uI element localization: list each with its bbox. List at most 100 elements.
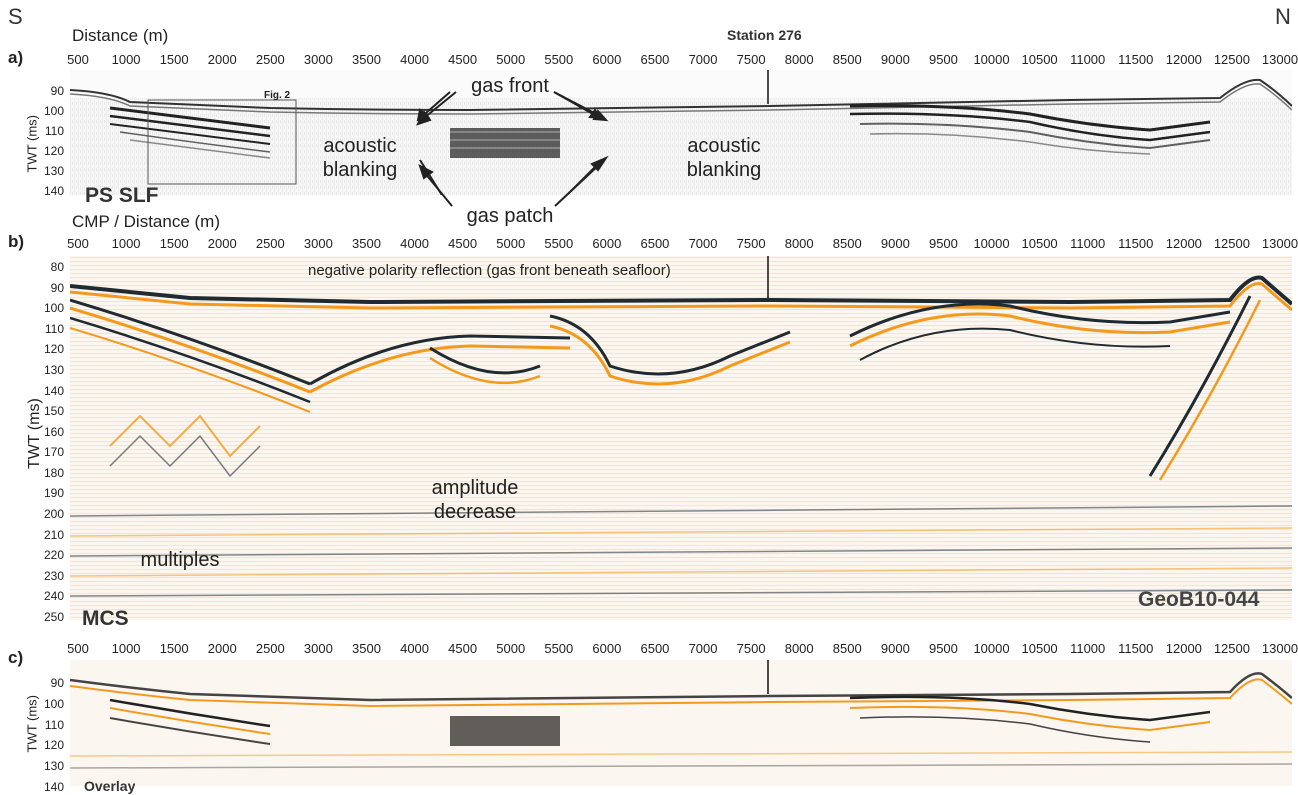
- xaxis-tick-label: 6500: [640, 52, 670, 67]
- fig2-box-label: Fig. 2: [264, 90, 291, 101]
- xaxis-tick-label: 3000: [303, 641, 333, 656]
- south-label: S: [8, 4, 23, 29]
- xaxis-tick-label: 3000: [303, 236, 333, 251]
- xaxis-tick-label: 2000: [207, 236, 237, 251]
- yaxis-ticks-b: 80 90 100 110 120 130 140 150 160 170 180 190 200 210…: [30, 0, 70, 795]
- xaxis-tick-label: 5500: [544, 236, 574, 251]
- xaxis-tick-label: 6000: [592, 236, 622, 251]
- xaxis-tick-label: 9000: [880, 236, 910, 251]
- xaxis-ticks-a: 500 1000 1500 2000 2500 3000 3500 4000 4500 5000 5…: [0, 52, 1298, 68]
- xaxis-tick-label: 11000: [1070, 236, 1106, 251]
- panel-c-letter: c): [8, 648, 24, 667]
- xaxis-tick-label: 10000: [973, 52, 1010, 67]
- yaxis-tick-label: 110: [44, 124, 64, 138]
- xaxis-tick-label: 12000: [1165, 236, 1202, 251]
- xaxis-tick-label: 4500: [448, 52, 478, 67]
- yaxis-tick-label: 120: [43, 342, 64, 357]
- xaxis-tick-label: 2000: [207, 52, 237, 67]
- yaxis-tick-label: 230: [43, 568, 64, 583]
- yaxis-tick-label: 100: [43, 104, 64, 118]
- xaxis-tick-label: 6000: [592, 52, 622, 67]
- xaxis-tick-label: 4000: [400, 236, 430, 251]
- yaxis-tick-label: 80: [50, 260, 64, 274]
- yaxis-tick-label: 120: [43, 144, 64, 158]
- station-label: Station 276: [727, 27, 802, 43]
- yaxis-tick-label: 190: [43, 486, 64, 501]
- xaxis-tick-label: 6500: [640, 641, 670, 656]
- xaxis-ticks-b: 500 1000 1500 2000 2500 3000 3500 4000 4500 5000 5…: [0, 236, 1298, 252]
- xaxis-tick-label: 11000: [1070, 641, 1106, 656]
- xaxis-tick-label: 10000: [973, 641, 1010, 656]
- xaxis-tick-label: 4000: [400, 641, 430, 656]
- panel-a-letter: a): [8, 48, 24, 67]
- annotation-multiples: multiples: [140, 549, 220, 571]
- xaxis-tick-label: 7000: [688, 641, 718, 656]
- xaxis-tick-label: 1000: [111, 236, 141, 251]
- xaxis-tick-label: 9500: [928, 641, 958, 656]
- yaxis-tick-label: 90: [50, 280, 64, 295]
- xaxis-tick-label: 500: [67, 641, 89, 656]
- annotation-gas-patch: gas patch: [466, 205, 554, 227]
- yaxis-tick-label: 130: [43, 362, 64, 377]
- xaxis-tick-label: 4500: [448, 641, 478, 656]
- xaxis-tick-label: 2000: [207, 641, 237, 656]
- panel-a-image: [70, 70, 1292, 195]
- yaxis-tick-label: 140: [43, 780, 64, 794]
- yaxis-tick-label: 250: [43, 610, 64, 624]
- panel-b-seismic-section: [70, 256, 1292, 620]
- xaxis-tick-label: 12500: [1213, 52, 1250, 67]
- xaxis-tick-label: 500: [67, 236, 89, 251]
- yaxis-tick-label: 220: [43, 548, 64, 563]
- xaxis-tick-label: 12500: [1213, 236, 1250, 251]
- line-id: GeoB10-044: [1138, 588, 1260, 611]
- xaxis-tick-label: 9000: [880, 641, 910, 656]
- xaxis-tick-label: 10500: [1021, 236, 1058, 251]
- xaxis-tick-label: 12000: [1165, 52, 1202, 67]
- xaxis-tick-label: 1500: [159, 52, 189, 67]
- xaxis-tick-label: 12000: [1165, 641, 1202, 656]
- annotation-acoustic-blanking-2: acoustic blanking: [686, 135, 762, 181]
- panel-a-name: PS SLF: [85, 184, 159, 207]
- xaxis-tick-label: 1000: [111, 641, 141, 656]
- xaxis-tick-label: 3500: [352, 236, 381, 251]
- xaxis-tick-label: 7500: [736, 236, 766, 251]
- annotation-gas-front: gas front: [471, 75, 549, 97]
- yaxis-tick-label: 200: [43, 507, 64, 522]
- annotation-negative-polarity: negative polarity reflection (gas front …: [308, 262, 671, 279]
- yaxis-tick-label: 100: [43, 696, 64, 711]
- xaxis-tick-label: 13000: [1261, 641, 1298, 656]
- xaxis-tick-label: 8000: [784, 641, 814, 656]
- xaxis-tick-label: 3000: [303, 52, 333, 67]
- north-label: N: [1275, 4, 1291, 29]
- panel-a-seismic-section: [70, 70, 1292, 195]
- panel-b-image: [70, 256, 1292, 620]
- yaxis-tick-label: 90: [50, 676, 64, 690]
- xaxis-tick-label: 9500: [928, 52, 958, 67]
- xaxis-ticks-c: 500 1000 1500 2000 2500 3000 3500 4000 4500 5000 5…: [0, 641, 1298, 657]
- xaxis-tick-label: 2500: [255, 236, 285, 251]
- xaxis-tick-label: 4000: [400, 52, 430, 67]
- yaxis-tick-label: 170: [43, 445, 64, 460]
- yaxis-tick-label: 130: [43, 759, 64, 774]
- panel-b-letter: b): [8, 232, 25, 251]
- panel-c-name: Overlay: [84, 778, 136, 794]
- xaxis-tick-label: 9000: [880, 52, 910, 67]
- xaxis-tick-label: 5000: [496, 52, 526, 67]
- xaxis-tick-label: 7500: [736, 641, 766, 656]
- xaxis-tick-label: 11000: [1070, 52, 1106, 67]
- yaxis-tick-label: 240: [43, 589, 64, 604]
- distance-axis-title: Distance (m): [72, 26, 169, 45]
- xaxis-tick-label: 8500: [832, 52, 862, 67]
- xaxis-tick-label: 5000: [496, 641, 526, 656]
- yaxis-tick-label: 110: [44, 717, 64, 732]
- xaxis-tick-label: 2500: [255, 52, 285, 67]
- xaxis-tick-label: 11500: [1118, 52, 1154, 67]
- xaxis-tick-label: 10500: [1021, 641, 1058, 656]
- yaxis-tick-label: 140: [43, 184, 64, 198]
- yaxis-tick-label: 150: [43, 404, 64, 419]
- panel-c-seismic-section: [70, 660, 1292, 786]
- yaxis-tick-label: 160: [43, 424, 64, 439]
- yaxis-tick-label: 210: [43, 527, 64, 542]
- xaxis-tick-label: 1500: [159, 236, 189, 251]
- xaxis-tick-label: 8500: [832, 236, 862, 251]
